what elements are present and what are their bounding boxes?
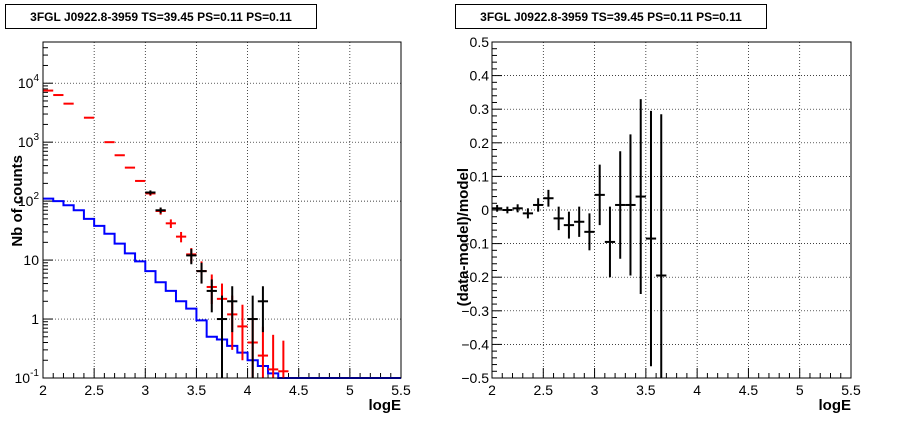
data-point xyxy=(145,190,156,195)
y-tick-base: 10 xyxy=(18,75,34,91)
x-tick-label: 3.5 xyxy=(187,382,207,398)
residual-point xyxy=(563,211,575,239)
residual-point xyxy=(604,206,616,278)
y-tick-exponent: -1 xyxy=(30,368,39,379)
x-tick-label: 2.5 xyxy=(534,382,554,398)
data-point xyxy=(196,262,207,284)
chart-title: 3FGL J0922.8-3959 TS=39.45 PS=0.11 PS=0.… xyxy=(455,4,767,29)
x-tick-label: 5.5 xyxy=(391,382,411,398)
y-tick-exponent: 2 xyxy=(33,191,39,202)
residual-point xyxy=(584,213,595,251)
residual-point xyxy=(656,114,667,378)
y-tick-base: 10 xyxy=(18,134,34,150)
plot-frame xyxy=(491,41,852,379)
y-tick-label: −0.5 xyxy=(461,370,489,386)
y-tick-label: 0.2 xyxy=(470,135,490,151)
y-tick-label: 0.3 xyxy=(470,101,490,117)
residual-point xyxy=(615,151,626,259)
y-tick-label: 102 xyxy=(18,191,40,209)
y-tick-base: 10 xyxy=(18,193,34,209)
data-point xyxy=(206,279,217,313)
x-tick-label: 4.5 xyxy=(739,382,759,398)
y-tick-label: 103 xyxy=(18,132,40,150)
residual-point xyxy=(574,206,585,237)
residual-point xyxy=(594,164,605,226)
y-tick-label: −0.2 xyxy=(461,269,489,285)
y-axis-label: Nb of counts xyxy=(9,155,26,247)
y-tick-label: 104 xyxy=(18,73,40,91)
residuals-chart: 0.5 0.4 0.3 0.2 0.1 0 −0.1 −0.2 −0.3 −0.4 −0.52 2.5… xyxy=(455,34,861,414)
y-tick-label: −0.1 xyxy=(461,236,489,252)
data-point xyxy=(247,295,258,378)
data-point xyxy=(227,286,238,333)
y-tick-exponent: 4 xyxy=(33,73,39,84)
x-tick-label: 3.5 xyxy=(636,382,656,398)
x-tick-label: 5 xyxy=(796,382,804,398)
x-tick-label: 5.5 xyxy=(841,382,861,398)
residual-point xyxy=(522,208,534,219)
x-axis-label: logE xyxy=(819,397,852,414)
data-point xyxy=(186,248,197,265)
residual-point xyxy=(635,99,646,294)
x-tick-label: 2 xyxy=(488,382,496,398)
y-tick-base: 10 xyxy=(15,370,31,386)
residual-point xyxy=(543,189,554,207)
x-axis-label: logE xyxy=(369,397,402,414)
y-tick-label: 0.4 xyxy=(470,68,490,84)
residual-point xyxy=(533,198,544,212)
x-tick-label: 4 xyxy=(244,382,252,398)
data-point xyxy=(268,334,279,378)
x-tick-label: 4 xyxy=(693,382,701,398)
y-tick-label: 0 xyxy=(481,202,489,218)
data-point xyxy=(257,326,269,378)
residual-point xyxy=(625,134,636,276)
y-tick-label: −0.3 xyxy=(461,303,489,319)
counts-chart-panel: 10-1 1 10 102 103 104 2 2.5 3 3.5 4 4.5 5 5.5 Nb of co… xyxy=(5,4,411,414)
residual-point xyxy=(512,204,523,213)
y-axis-label: (data-model)/model xyxy=(455,168,472,306)
residual-point xyxy=(645,110,657,367)
x-tick-label: 2.5 xyxy=(84,382,104,398)
plot-frame xyxy=(42,41,402,379)
x-tick-label: 3 xyxy=(591,382,599,398)
x-tick-label: 5 xyxy=(346,382,354,398)
data-point xyxy=(155,207,166,214)
data-point xyxy=(257,286,269,333)
y-tick-base: 1 xyxy=(31,311,39,327)
residual-point xyxy=(553,206,564,231)
data-point xyxy=(175,231,187,243)
chart-title: 3FGL J0922.8-3959 TS=39.45 PS=0.11 PS=0.… xyxy=(5,4,317,29)
y-tick-label: 10-1 xyxy=(15,368,40,386)
y-tick-label: 10 xyxy=(23,252,39,268)
x-tick-label: 2 xyxy=(39,382,47,398)
x-tick-label: 3 xyxy=(141,382,149,398)
residual-point xyxy=(492,204,503,212)
x-tick-label: 4.5 xyxy=(289,382,309,398)
y-tick-label: −0.4 xyxy=(461,336,489,352)
data-point xyxy=(278,340,289,378)
data-point xyxy=(165,219,176,229)
y-tick-label: 0.5 xyxy=(470,34,490,50)
y-tick-base: 10 xyxy=(23,252,39,268)
y-tick-label: 0.1 xyxy=(470,168,490,184)
y-tick-exponent: 3 xyxy=(33,132,39,143)
data-point xyxy=(216,295,228,378)
y-tick-label: 1 xyxy=(31,311,39,327)
data-point xyxy=(237,304,248,361)
residuals-chart-panel: 0.5 0.4 0.3 0.2 0.1 0 −0.1 −0.2 −0.3 −0.4 −0.5 2 2.5… xyxy=(449,0,898,421)
residual-point xyxy=(502,206,513,214)
